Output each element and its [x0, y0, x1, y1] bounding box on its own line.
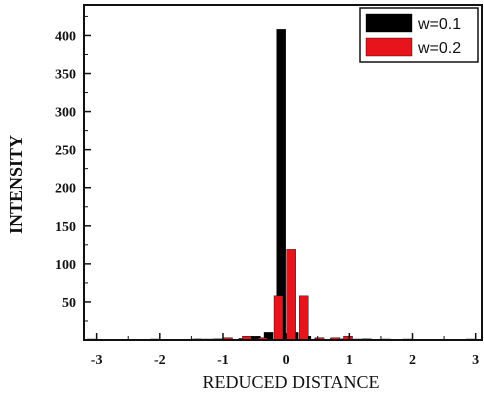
- x-tick-label: 1: [346, 353, 353, 368]
- x-tick-label: 3: [472, 353, 479, 368]
- y-axis-title: INTENSITY: [6, 135, 26, 234]
- y-tick-label: 200: [55, 182, 76, 197]
- bar-w=0.2-6: [299, 295, 309, 341]
- x-tick-label: -1: [217, 353, 229, 368]
- x-tick-label: -3: [91, 353, 103, 368]
- y-tick-label: 400: [55, 29, 76, 44]
- bar-w=0.2-4: [273, 295, 284, 341]
- plot-frame: [83, 4, 483, 341]
- y-tick-label: 100: [55, 258, 76, 273]
- y-tick-label: 250: [55, 144, 76, 159]
- series-w=0.2: [191, 249, 391, 341]
- y-tick-label: 300: [55, 106, 76, 121]
- legend-swatch-w=0.2: [365, 37, 413, 57]
- x-axis-title: REDUCED DISTANCE: [202, 372, 379, 392]
- y-tick-label: 350: [55, 68, 76, 83]
- bar-w=0.1-9: [276, 29, 286, 341]
- y-tick-label: 150: [55, 220, 76, 235]
- bars-layer: [86, 29, 476, 341]
- x-tick-label: -2: [154, 353, 166, 368]
- y-tick-label: 50: [62, 296, 76, 311]
- bar-w=0.2-5: [286, 249, 296, 341]
- legend-label-w=0.2: w=0.2: [417, 40, 461, 57]
- series-w=0.1: [86, 29, 476, 341]
- x-tick-label: 2: [409, 353, 416, 368]
- x-tick-label: 0: [283, 353, 290, 368]
- legend-label-w=0.1: w=0.1: [417, 16, 461, 33]
- legend: w=0.1 w=0.2: [359, 7, 479, 63]
- legend-swatch-w=0.1: [365, 13, 413, 33]
